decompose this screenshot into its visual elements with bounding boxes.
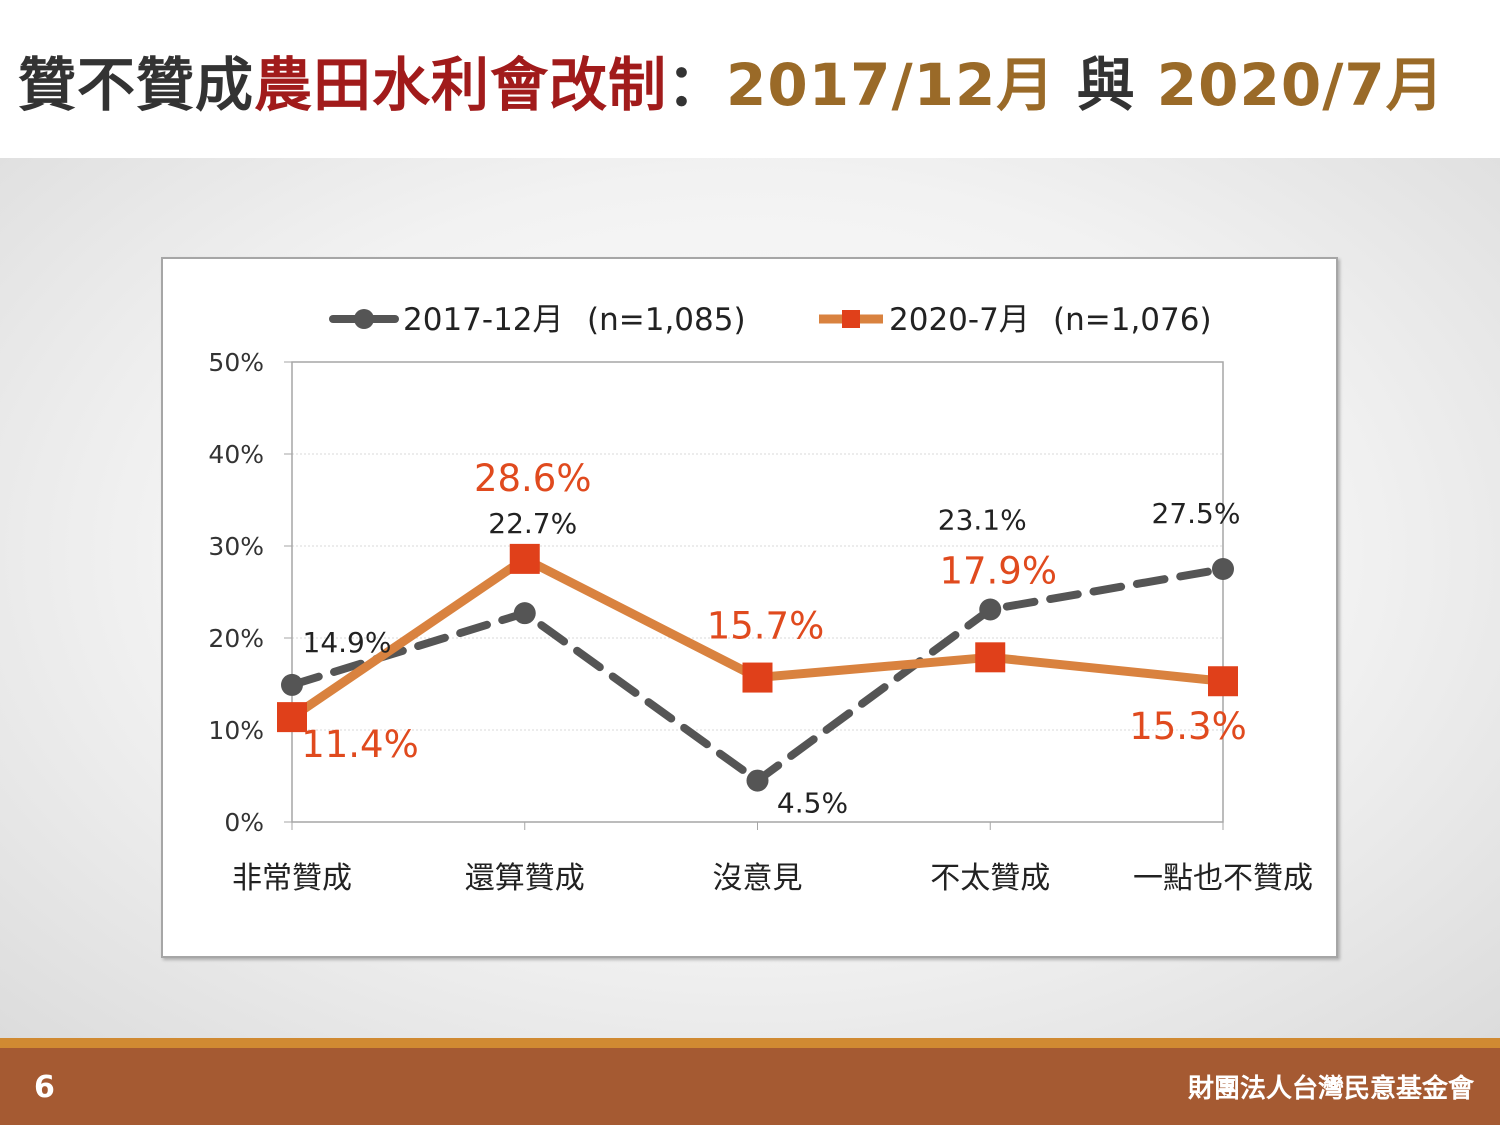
series-2020-point <box>509 543 540 574</box>
slide-title: 贊不贊成農田水利會改制：2017/12月 與 2020/7月 <box>18 38 1445 122</box>
plot-area-border <box>291 361 1224 823</box>
legend-2017-swatch-marker <box>354 309 374 329</box>
x-tick-label: 一點也不贊成 <box>1133 861 1313 896</box>
title-part-date1: 2017/12月 <box>726 51 1056 119</box>
x-tick-label: 非常贊成 <box>232 861 352 896</box>
footer-bar <box>0 1048 1500 1125</box>
series-2020-point <box>742 662 773 693</box>
series-2020-point <box>277 702 307 733</box>
title-part-date2: 2020/7月 <box>1156 51 1445 119</box>
series-2020-point <box>975 642 1006 673</box>
series-2020-data-label: 11.4% <box>301 723 419 766</box>
y-tick-label: 20% <box>208 624 264 653</box>
y-tick-label: 30% <box>208 532 264 561</box>
legend-2020-label: 2020-7月 <box>889 302 1030 338</box>
series-2017-data-label: 23.1% <box>938 503 1027 536</box>
legend-2020-note: (n=1,076) <box>1053 302 1212 338</box>
legend-2020-swatch-marker <box>842 310 860 328</box>
line-chart: 0% 10% 20% 30% 40% 50% 非常贊成 還算贊成 沒意見 不太贊成 一點也不贊成 14… <box>208 302 1313 896</box>
series-2017-data-label: 22.7% <box>488 507 577 540</box>
series-2017-point <box>1212 558 1234 580</box>
series-2017-point <box>746 769 769 792</box>
y-tick-label: 10% <box>208 716 264 745</box>
x-tick-label: 沒意見 <box>713 861 803 896</box>
y-tick-label: 40% <box>208 440 264 469</box>
series-2017-data-label: 4.5% <box>777 787 848 820</box>
x-tick-label: 不太贊成 <box>930 861 1050 896</box>
y-tick-label: 0% <box>224 808 264 837</box>
footer-stripe <box>0 1038 1500 1048</box>
legend-2017-label: 2017-12月 <box>403 302 564 338</box>
title-part-and: 與 <box>1055 51 1157 119</box>
title-bar: 贊不贊成農田水利會改制：2017/12月 與 2020/7月 <box>0 0 1500 158</box>
series-2017-data-label: 27.5% <box>1152 497 1241 530</box>
y-tick-label: 50% <box>208 348 264 377</box>
series-2017-point <box>513 602 536 625</box>
series-2020-data-label: 15.7% <box>707 605 825 648</box>
series-2017-data-label: 14.9% <box>303 626 392 659</box>
series-2020-data-label: 28.6% <box>474 457 592 500</box>
page-number: 6 <box>34 1070 55 1105</box>
series-2020-point <box>1208 666 1238 697</box>
series-2020-data-label: 17.9% <box>939 549 1057 592</box>
title-part-colon: ： <box>667 51 727 119</box>
title-part-approval: 贊不贊成 <box>18 51 255 119</box>
legend-2017-note: (n=1,085) <box>587 302 746 338</box>
chart-frame: 0% 10% 20% 30% 40% 50% 非常贊成 還算贊成 沒意見 不太贊成 一點也不贊成 14… <box>161 257 1338 958</box>
organization-name: 財團法人台灣民意基金會 <box>1187 1074 1474 1104</box>
series-2020-data-label: 15.3% <box>1129 705 1247 748</box>
title-part-topic: 農田水利會改制 <box>254 51 668 119</box>
x-tick-label: 還算贊成 <box>465 861 585 896</box>
series-2017-point <box>979 598 1002 621</box>
series-2017-point <box>281 673 303 696</box>
